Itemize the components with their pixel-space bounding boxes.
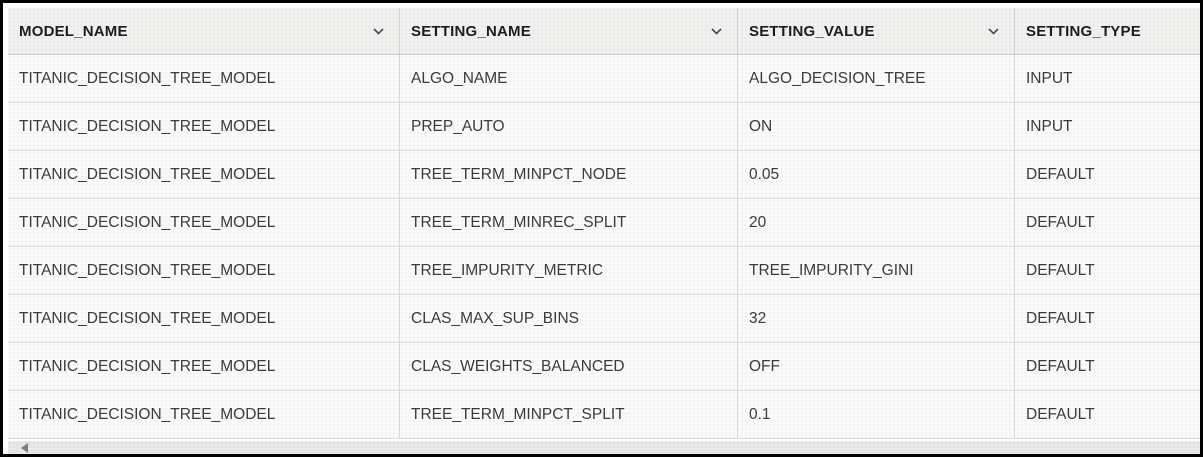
cell-setting-name[interactable]: TREE_IMPURITY_METRIC — [400, 247, 738, 294]
cell-setting-type[interactable]: INPUT — [1026, 69, 1073, 87]
cell-model-name[interactable]: TITANIC_DECISION_TREE_MODEL — [8, 391, 400, 438]
cell-setting-name[interactable]: ALGO_NAME — [400, 55, 738, 102]
cell-model-name[interactable]: TITANIC_DECISION_TREE_MODEL — [8, 199, 400, 246]
table-header-row: MODEL_NAME SETTING_NAME SETTING_VALUE SE… — [8, 8, 1200, 55]
settings-table: MODEL_NAME SETTING_NAME SETTING_VALUE SE… — [8, 8, 1200, 439]
cell-setting-value[interactable]: ALGO_DECISION_TREE — [738, 55, 1015, 102]
cell-setting-value[interactable]: 0.1 — [738, 391, 1015, 438]
cell-setting-type[interactable]: INPUT — [1026, 117, 1073, 135]
table-row: TITANIC_DECISION_TREE_MODEL TREE_TERM_MI… — [8, 151, 1200, 199]
cell-setting-value[interactable]: 20 — [738, 199, 1015, 246]
cell-setting-type[interactable]: DEFAULT — [1026, 213, 1095, 231]
chevron-down-icon[interactable] — [372, 27, 385, 36]
table-row: TITANIC_DECISION_TREE_MODEL TREE_IMPURIT… — [8, 247, 1200, 295]
chevron-down-icon[interactable] — [987, 27, 1000, 36]
column-header-label: SETTING_NAME — [411, 22, 531, 40]
horizontal-scrollbar[interactable] — [8, 441, 1200, 454]
cell-setting-type[interactable]: DEFAULT — [1026, 309, 1095, 327]
table-row: TITANIC_DECISION_TREE_MODEL ALGO_NAME AL… — [8, 55, 1200, 103]
column-header-setting-type[interactable]: SETTING_TYPE — [1015, 8, 1200, 54]
column-header-setting-value[interactable]: SETTING_VALUE — [738, 8, 1015, 54]
cell-setting-name[interactable]: PREP_AUTO — [400, 103, 738, 150]
cell-setting-name[interactable]: CLAS_WEIGHTS_BALANCED — [400, 343, 738, 390]
cell-setting-value[interactable]: 0.05 — [738, 151, 1015, 198]
column-header-setting-name[interactable]: SETTING_NAME — [400, 8, 738, 54]
cell-model-name[interactable]: TITANIC_DECISION_TREE_MODEL — [8, 247, 400, 294]
cell-setting-value[interactable]: ON — [738, 103, 1015, 150]
column-header-label: MODEL_NAME — [19, 22, 128, 40]
cell-setting-type[interactable]: DEFAULT — [1026, 165, 1095, 183]
cell-setting-name[interactable]: CLAS_MAX_SUP_BINS — [400, 295, 738, 342]
scroll-left-arrow-icon[interactable] — [21, 443, 28, 453]
cell-setting-type[interactable]: DEFAULT — [1026, 405, 1095, 423]
table-row: TITANIC_DECISION_TREE_MODEL TREE_TERM_MI… — [8, 199, 1200, 247]
table-row: TITANIC_DECISION_TREE_MODEL CLAS_WEIGHTS… — [8, 343, 1200, 391]
column-header-model-name[interactable]: MODEL_NAME — [8, 8, 400, 54]
table-row: TITANIC_DECISION_TREE_MODEL PREP_AUTO ON… — [8, 103, 1200, 151]
cell-model-name[interactable]: TITANIC_DECISION_TREE_MODEL — [8, 343, 400, 390]
cell-setting-type[interactable]: DEFAULT — [1026, 357, 1095, 375]
cell-setting-value[interactable]: TREE_IMPURITY_GINI — [738, 247, 1015, 294]
cell-setting-name[interactable]: TREE_TERM_MINREC_SPLIT — [400, 199, 738, 246]
cell-model-name[interactable]: TITANIC_DECISION_TREE_MODEL — [8, 151, 400, 198]
cell-model-name[interactable]: TITANIC_DECISION_TREE_MODEL — [8, 103, 400, 150]
cell-setting-value[interactable]: 32 — [738, 295, 1015, 342]
column-header-label: SETTING_TYPE — [1026, 22, 1141, 40]
chevron-down-icon[interactable] — [710, 27, 723, 36]
cell-model-name[interactable]: TITANIC_DECISION_TREE_MODEL — [8, 295, 400, 342]
table-row: TITANIC_DECISION_TREE_MODEL CLAS_MAX_SUP… — [8, 295, 1200, 343]
cell-model-name[interactable]: TITANIC_DECISION_TREE_MODEL — [8, 55, 400, 102]
cell-setting-value[interactable]: OFF — [738, 343, 1015, 390]
column-header-label: SETTING_VALUE — [749, 22, 875, 40]
cell-setting-name[interactable]: TREE_TERM_MINPCT_NODE — [400, 151, 738, 198]
cell-setting-name[interactable]: TREE_TERM_MINPCT_SPLIT — [400, 391, 738, 438]
cell-setting-type[interactable]: DEFAULT — [1026, 261, 1095, 279]
table-row: TITANIC_DECISION_TREE_MODEL TREE_TERM_MI… — [8, 391, 1200, 439]
